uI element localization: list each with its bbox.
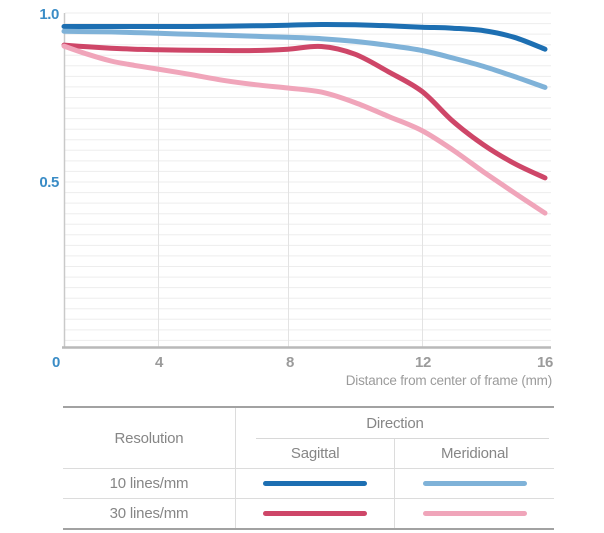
x-tick-label-4: 4 [155,354,164,371]
resolution-10-label: 10 lines/mm [63,468,236,499]
swatch-30-sagittal [263,511,368,516]
swatch-cell [394,468,554,499]
mtf-chart: 1.0 0.5 0 4 8 12 16 Distance from center… [39,6,553,388]
x-tick-label-0: 0 [52,354,60,371]
y-tick-label-1.0: 1.0 [39,6,59,23]
resolution-header: Resolution [63,407,236,469]
legend-row-10-lines: 10 lines/mm [63,468,554,499]
x-axis-title: Distance from center of frame (mm) [346,373,552,388]
meridional-header: Meridional [394,439,554,469]
x-tick-label-8: 8 [286,354,294,371]
resolution-30-label: 30 lines/mm [63,498,236,529]
swatch-30-meridional [422,511,527,516]
swatch-cell [235,498,396,529]
y-tick-label-0.5: 0.5 [39,174,59,191]
mtf-curves [61,21,548,216]
curve-10-lines-mm-meridional [61,28,548,90]
minor-gridlines [65,12,551,341]
swatch-cell [395,499,554,530]
swatch-cell [235,468,396,499]
legend-table: Resolution Direction Sagittal Meridional… [63,406,554,530]
legend-row-30-lines: 30 lines/mm [63,498,554,530]
x-tick-label-12: 12 [415,354,431,371]
x-tick-label-16: 16 [537,354,553,371]
legend-header-row: Resolution Direction [63,407,555,469]
curve-30-lines-mm-sagittal [61,42,548,181]
direction-header: Direction [236,407,555,439]
direction-underline [256,438,549,439]
curve-30-lines-mm-meridional [61,43,548,216]
major-gridlines [158,13,423,347]
sagittal-header: Sagittal [235,439,396,469]
legend-subheader-row: Sagittal Meridional [63,439,554,469]
swatch-10-sagittal [263,481,368,486]
curve-10-lines-mm-sagittal [61,21,548,52]
swatch-10-meridional [422,481,527,486]
direction-header-label: Direction [366,415,424,432]
